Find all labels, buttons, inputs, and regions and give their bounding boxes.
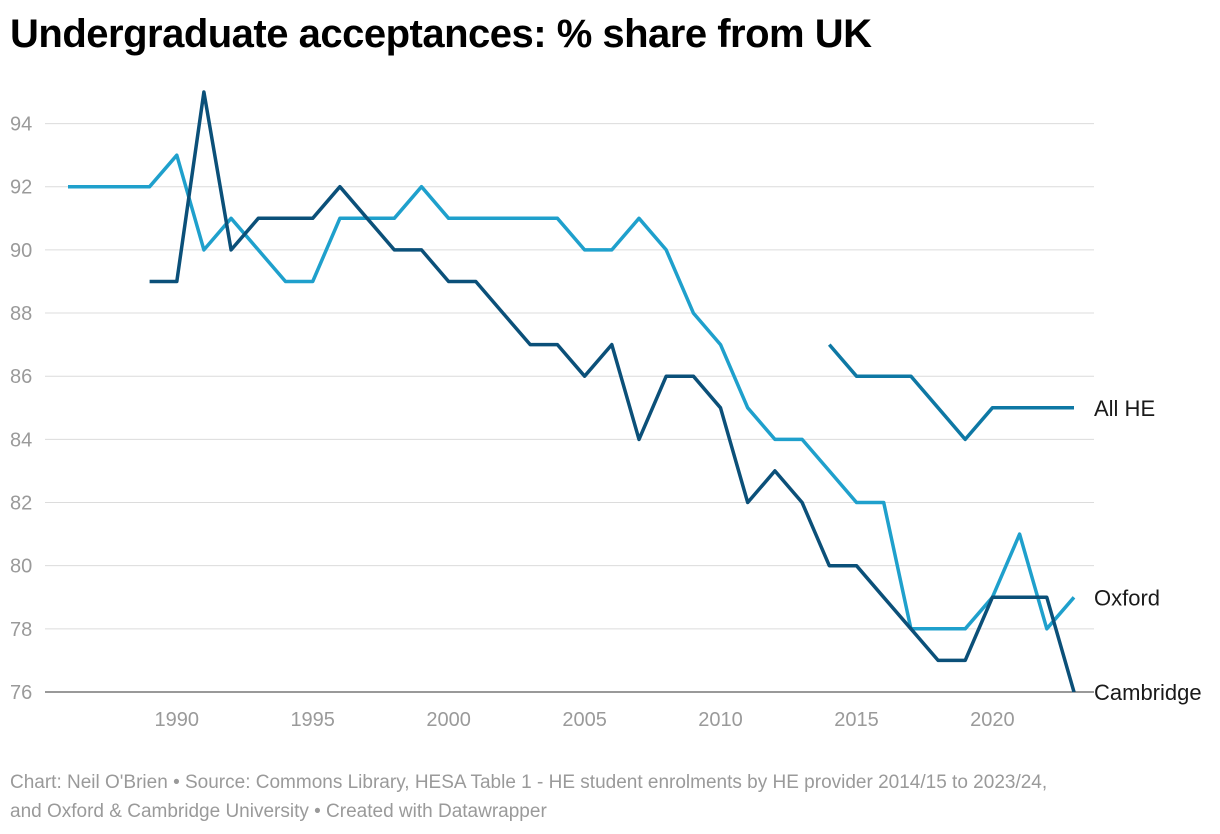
footer-line-1: Chart: Neil O'Brien • Source: Commons Li…	[10, 772, 1048, 793]
x-tick-label: 2015	[834, 709, 879, 731]
x-tick-label: 2020	[970, 709, 1015, 731]
y-tick-label: 88	[10, 303, 32, 325]
footer-line-2: and Oxford & Cambridge University • Crea…	[10, 801, 547, 822]
series-label-all-he: All HE	[1094, 396, 1155, 421]
y-tick-label: 92	[10, 177, 32, 199]
series-line-all-he	[827, 343, 1074, 442]
chart-footer: Chart: Neil O'Brien • Source: Commons Li…	[10, 768, 1210, 826]
x-tick-label: 2010	[698, 709, 743, 731]
series-line-oxford	[68, 153, 1076, 631]
y-tick-label: 80	[10, 556, 32, 578]
x-tick-label: 2000	[426, 709, 471, 731]
x-tick-label: 1990	[155, 709, 200, 731]
x-axis-ticks: 1990 1995 2000 2005 2010 2015 2020	[155, 709, 1015, 731]
series-line-cambridge	[149, 90, 1076, 693]
y-tick-label: 94	[10, 114, 32, 136]
series-label-cambridge: Cambridge	[1094, 680, 1202, 705]
y-axis-ticks: 76 78 80 82 84 86 88 90 92 94	[10, 114, 32, 704]
series-lines	[68, 90, 1076, 693]
y-tick-label: 76	[10, 682, 32, 704]
series-labels: Oxford Cambridge All HE	[1094, 396, 1202, 705]
y-tick-label: 82	[10, 493, 32, 515]
y-tick-label: 86	[10, 366, 32, 388]
line-chart: 76 78 80 82 84 86 88 90 92 94 1990 1995 2000 2005 201…	[10, 90, 1202, 731]
page-title: Undergraduate acceptances: % share from …	[10, 12, 872, 56]
x-tick-label: 1995	[290, 709, 335, 731]
y-tick-label: 84	[10, 429, 32, 451]
y-tick-label: 78	[10, 619, 32, 641]
series-label-oxford: Oxford	[1094, 585, 1160, 610]
y-tick-label: 90	[10, 240, 32, 262]
x-tick-label: 2005	[562, 709, 607, 731]
